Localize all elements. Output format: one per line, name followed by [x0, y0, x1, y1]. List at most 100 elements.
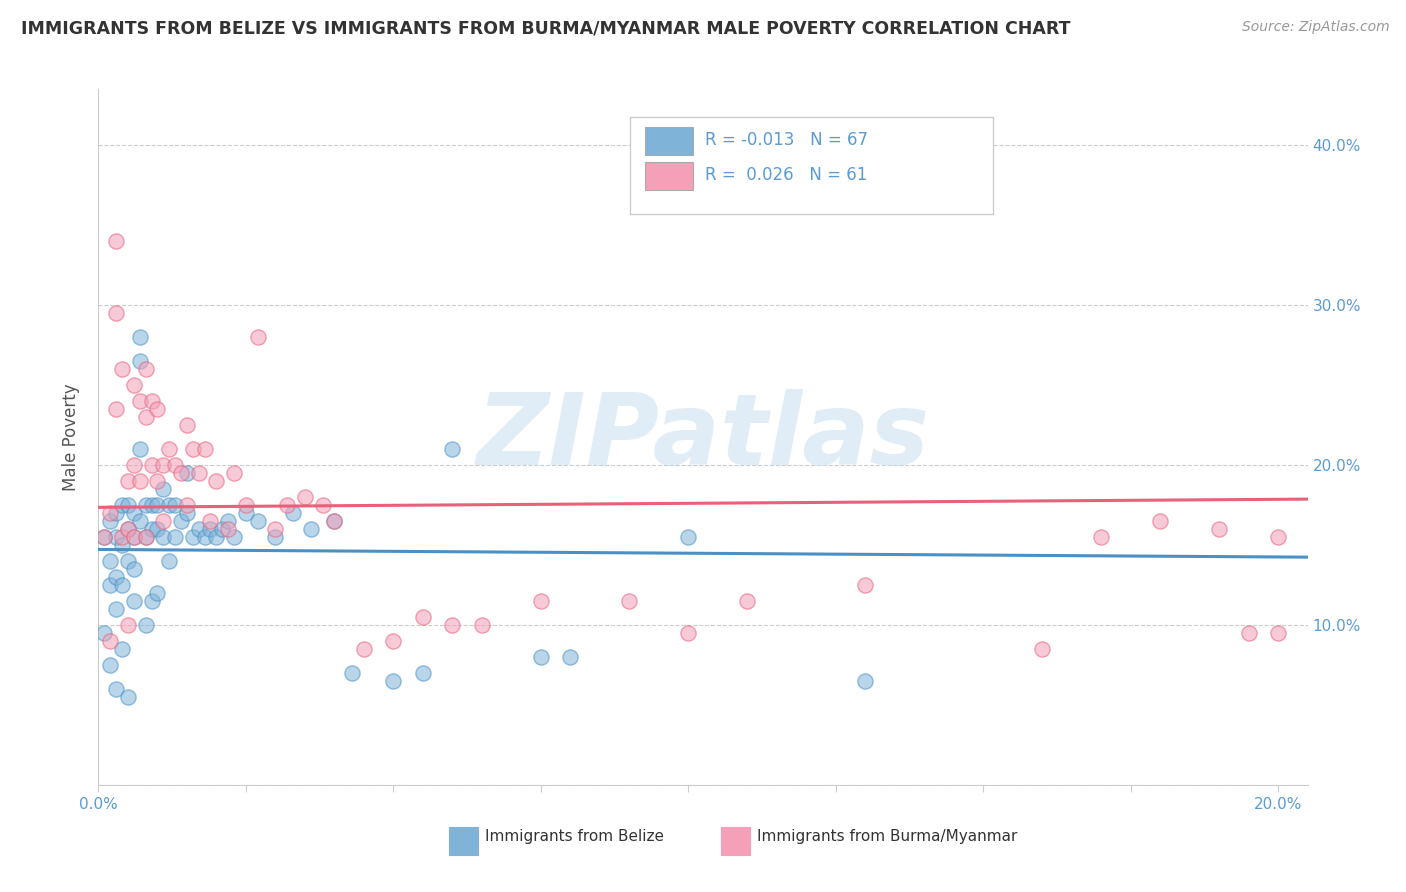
Point	[122, 530, 145, 544]
Point	[105, 530, 128, 544]
Point	[194, 442, 217, 456]
Point	[141, 522, 163, 536]
Point	[122, 458, 145, 472]
Point	[560, 650, 582, 665]
Text: Source: ZipAtlas.com: Source: ZipAtlas.com	[1241, 20, 1389, 34]
Point	[530, 650, 553, 665]
Point	[122, 594, 145, 608]
Text: R =  0.026   N = 61: R = 0.026 N = 61	[706, 166, 868, 184]
Point	[128, 474, 150, 488]
Point	[152, 482, 174, 496]
Point	[1031, 642, 1053, 657]
Point	[105, 234, 128, 248]
Point	[1090, 530, 1112, 544]
Point	[135, 410, 157, 425]
Point	[98, 658, 121, 673]
Point	[105, 402, 128, 417]
Point	[735, 594, 758, 608]
Point	[619, 594, 641, 608]
Point	[678, 530, 700, 544]
Point	[111, 578, 134, 592]
Point	[105, 506, 128, 520]
Point	[205, 530, 228, 544]
Point	[146, 474, 169, 488]
Text: Immigrants from Belize: Immigrants from Belize	[485, 829, 665, 844]
Point	[853, 673, 876, 688]
Point	[122, 562, 145, 576]
Point	[157, 498, 180, 512]
Point	[246, 514, 269, 528]
Point	[281, 506, 304, 520]
Point	[299, 522, 322, 536]
Point	[382, 634, 405, 648]
Point	[311, 498, 333, 512]
Point	[146, 402, 169, 417]
Text: ZIPatlas: ZIPatlas	[477, 389, 929, 485]
Point	[111, 498, 134, 512]
Point	[93, 530, 115, 544]
Point	[135, 362, 157, 376]
Point	[222, 530, 245, 544]
Point	[117, 498, 139, 512]
Point	[152, 458, 174, 472]
Point	[217, 522, 239, 536]
Point	[187, 522, 209, 536]
Point	[98, 506, 121, 520]
Bar	[449, 827, 478, 855]
Point	[323, 514, 346, 528]
Point	[264, 530, 287, 544]
Point	[117, 618, 139, 632]
Point	[1267, 530, 1289, 544]
Bar	[645, 162, 693, 190]
Point	[678, 626, 700, 640]
Point	[200, 514, 222, 528]
Bar	[630, 117, 993, 214]
Point	[98, 578, 121, 592]
Point	[170, 466, 193, 480]
Point	[853, 578, 876, 592]
Point	[181, 442, 204, 456]
Point	[323, 514, 346, 528]
Point	[181, 530, 204, 544]
Point	[1237, 626, 1260, 640]
Point	[128, 442, 150, 456]
Point	[264, 522, 287, 536]
Point	[235, 498, 257, 512]
Point	[117, 474, 139, 488]
Point	[117, 554, 139, 568]
Point	[187, 466, 209, 480]
Point	[205, 474, 228, 488]
Point	[211, 522, 233, 536]
Point	[176, 498, 198, 512]
Point	[146, 586, 169, 600]
Point	[122, 378, 145, 392]
Point	[146, 522, 169, 536]
Point	[276, 498, 298, 512]
Point	[1149, 514, 1171, 528]
Point	[194, 530, 217, 544]
Point	[117, 522, 139, 536]
Point	[412, 610, 434, 624]
Point	[165, 498, 187, 512]
Point	[128, 514, 150, 528]
Point	[530, 594, 553, 608]
Point	[135, 530, 157, 544]
Point	[246, 330, 269, 344]
Point	[105, 602, 128, 616]
Text: IMMIGRANTS FROM BELIZE VS IMMIGRANTS FROM BURMA/MYANMAR MALE POVERTY CORRELATION: IMMIGRANTS FROM BELIZE VS IMMIGRANTS FRO…	[21, 20, 1070, 37]
Point	[165, 530, 187, 544]
Point	[111, 538, 134, 552]
Point	[146, 498, 169, 512]
Point	[111, 362, 134, 376]
Point	[176, 466, 198, 480]
Point	[93, 626, 115, 640]
Point	[128, 394, 150, 409]
Point	[157, 554, 180, 568]
Point	[441, 618, 464, 632]
Point	[412, 665, 434, 680]
Bar	[645, 128, 693, 155]
Text: R = -0.013   N = 67: R = -0.013 N = 67	[706, 131, 869, 149]
Point	[340, 665, 363, 680]
Point	[128, 330, 150, 344]
Point	[135, 498, 157, 512]
